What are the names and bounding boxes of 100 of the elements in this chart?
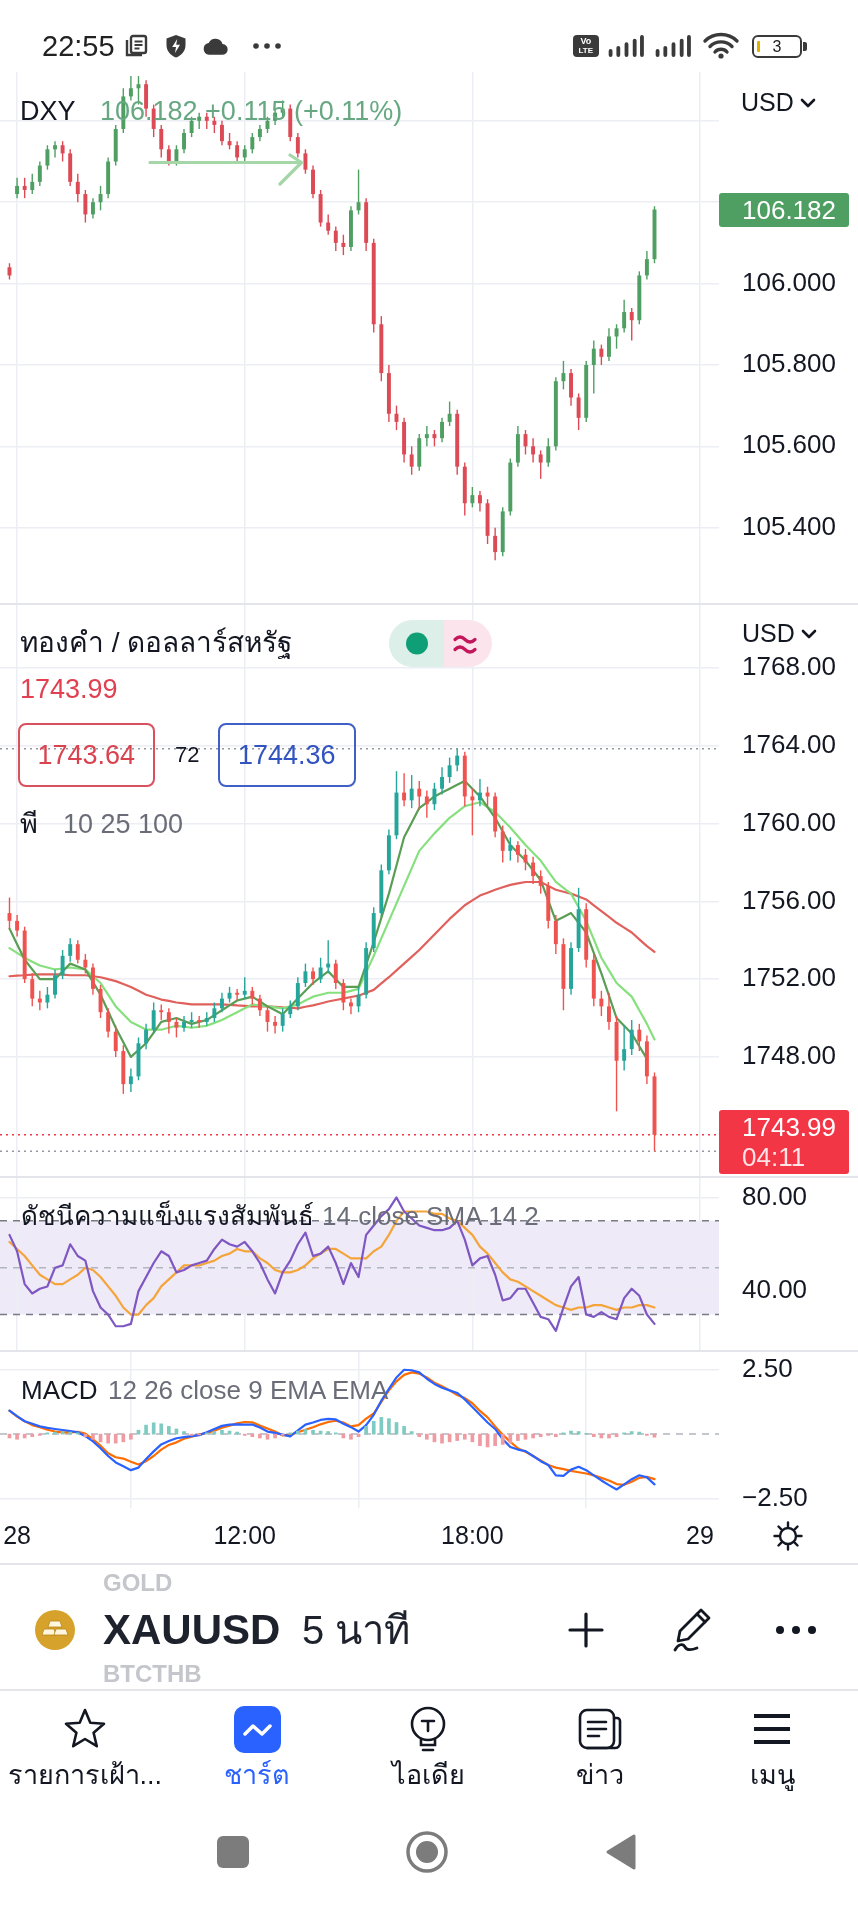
y-tick-label: 1760.00 <box>742 806 836 837</box>
text: DXY <box>20 95 76 128</box>
candlestick <box>599 343 604 366</box>
bar <box>425 1433 429 1440</box>
bar <box>113 1433 118 1444</box>
bar <box>91 1433 95 1440</box>
candlestick <box>402 772 407 807</box>
candlestick <box>599 990 604 1017</box>
candlestick <box>417 780 422 811</box>
candlestick <box>151 1001 156 1035</box>
candlestick <box>629 1019 634 1056</box>
candlestick <box>295 976 300 1011</box>
y-tick-label: 105.800 <box>742 348 836 379</box>
y-tick-label: 80.00 <box>742 1180 808 1211</box>
bar <box>106 1433 110 1444</box>
candlestick <box>447 400 452 427</box>
bar <box>508 1433 513 1444</box>
text: USD <box>742 618 795 648</box>
candlestick <box>219 120 224 146</box>
y-tick-label: 2.50 <box>742 1352 793 1383</box>
candlestick <box>432 782 437 811</box>
candlestick <box>303 148 308 175</box>
bar <box>129 1433 133 1440</box>
candlestick <box>424 425 429 448</box>
candlestick <box>515 840 520 864</box>
candlestick <box>113 1025 118 1058</box>
candlestick <box>546 437 551 468</box>
candlestick <box>174 144 179 167</box>
bar <box>364 1426 368 1435</box>
candlestick <box>144 1023 149 1050</box>
candlestick <box>30 173 35 195</box>
candlestick <box>629 307 634 342</box>
candlestick <box>128 1067 133 1093</box>
annotation: 1744.36 <box>238 739 336 772</box>
bar <box>182 1431 186 1435</box>
text: USD <box>741 87 794 117</box>
candlestick <box>531 856 536 885</box>
bar <box>478 1433 482 1447</box>
candlestick <box>477 778 482 807</box>
bar <box>531 1433 535 1439</box>
text: GOLD <box>103 1568 173 1598</box>
y-tick-label: 106.000 <box>742 266 836 297</box>
candlestick <box>53 140 57 159</box>
candlestick <box>440 417 444 443</box>
bar <box>144 1424 148 1435</box>
candlestick <box>637 1023 642 1052</box>
candlestick <box>477 490 482 513</box>
y-tick-label: 1748.00 <box>742 1040 836 1071</box>
bar <box>417 1433 422 1438</box>
y-tick-label: −2.50 <box>742 1481 808 1512</box>
bar <box>455 1433 460 1441</box>
candlestick <box>106 1007 111 1039</box>
text: ไอเดีย <box>391 1759 465 1792</box>
candlestick <box>440 766 444 796</box>
candlestick <box>197 1015 202 1029</box>
candlestick <box>250 132 255 155</box>
candlestick <box>500 824 505 864</box>
candlestick <box>553 914 558 955</box>
bar <box>311 1429 315 1435</box>
bar <box>379 1417 384 1435</box>
text: 04:11 <box>741 1141 807 1172</box>
candlestick <box>219 992 224 1013</box>
bar <box>516 1433 520 1441</box>
candlestick <box>318 957 323 984</box>
candlestick <box>614 323 619 350</box>
bar <box>554 1433 558 1438</box>
y-tick-label: 1756.00 <box>742 884 836 915</box>
candlestick <box>212 1001 217 1023</box>
candlestick <box>45 144 50 171</box>
text: 22:55 <box>42 28 115 64</box>
bar <box>258 1433 262 1439</box>
bar <box>500 1433 505 1445</box>
candlestick <box>235 988 240 1002</box>
text: เมนู <box>749 1759 795 1792</box>
bar <box>538 1433 543 1438</box>
text: ดัชนีความแข็งแรงสัมพันธ์ <box>21 1200 314 1232</box>
candlestick <box>166 144 171 167</box>
x-tick-label: 28 <box>3 1520 31 1549</box>
candlestick <box>303 962 308 988</box>
candlestick <box>45 986 50 1010</box>
candlestick <box>37 160 42 187</box>
candlestick <box>531 437 536 464</box>
candlestick <box>30 972 35 1008</box>
candlestick <box>561 360 566 391</box>
y-tick-label: 1752.00 <box>742 962 836 993</box>
bar <box>159 1423 164 1435</box>
bar <box>402 1426 406 1435</box>
annotation: 72 <box>175 742 200 769</box>
y-tick-label: 1764.00 <box>742 729 836 760</box>
candlestick <box>128 75 133 102</box>
candlestick <box>75 939 80 965</box>
candlestick <box>622 299 627 334</box>
text: 5 นาที <box>302 1607 411 1654</box>
candlestick <box>409 774 414 809</box>
candlestick <box>341 978 346 1011</box>
candlestick <box>235 140 240 163</box>
text: ข่าว <box>576 1759 624 1792</box>
candlestick <box>257 994 262 1017</box>
annotation: 10 25 100 <box>63 808 184 841</box>
candlestick <box>538 449 543 480</box>
